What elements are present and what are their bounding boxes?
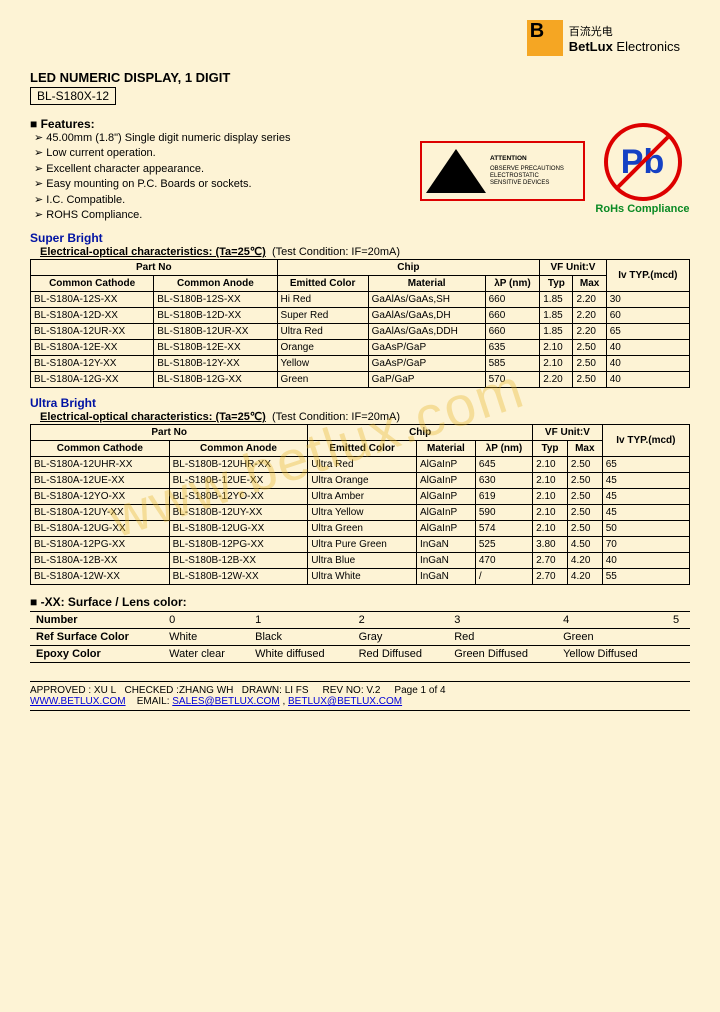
table-row: BL-S180A-12D-XXBL-S180B-12D-XXSuper RedG…: [31, 308, 690, 324]
table-row: BL-S180A-12G-XXBL-S180B-12G-XXGreenGaP/G…: [31, 372, 690, 388]
table-row: BL-S180A-12UHR-XXBL-S180B-12UHR-XXUltra …: [31, 457, 690, 473]
table-row: BL-S180A-12YO-XXBL-S180B-12YO-XXUltra Am…: [31, 489, 690, 505]
esd-triangle-icon: [426, 149, 486, 193]
feature-item: I.C. Compatible.: [34, 193, 410, 208]
sb-characteristics: Electrical-optical characteristics: (Ta=…: [30, 245, 690, 258]
table-row: BL-S180A-12UE-XXBL-S180B-12UE-XXUltra Or…: [31, 473, 690, 489]
table-row: BL-S180A-12S-XXBL-S180B-12S-XXHi RedGaAl…: [31, 292, 690, 308]
feature-item: Easy mounting on P.C. Boards or sockets.: [34, 177, 410, 192]
feature-item: Excellent character appearance.: [34, 162, 410, 177]
section-ultra-bright: Ultra Bright: [30, 396, 690, 410]
feature-item: ROHS Compliance.: [34, 208, 410, 223]
table-row: BL-S180A-12PG-XXBL-S180B-12PG-XXUltra Pu…: [31, 537, 690, 553]
sb-table: Part No Chip VF Unit:V Iv TYP.(mcd) Comm…: [30, 259, 690, 388]
ub-table: Part No Chip VF Unit:V Iv TYP.(mcd) Comm…: [30, 424, 690, 585]
rohs-label: RoHs Compliance: [595, 203, 690, 215]
brand-name: BetLux Electronics: [569, 39, 680, 54]
feature-item: 45.00mm (1.8") Single digit numeric disp…: [34, 131, 410, 146]
table-row: BL-S180A-12W-XXBL-S180B-12W-XXUltra Whit…: [31, 569, 690, 585]
brand-chinese: 百流光电: [569, 23, 680, 39]
part-number: BL-S180X-12: [30, 87, 116, 105]
table-row: BL-S180A-12UG-XXBL-S180B-12UG-XXUltra Gr…: [31, 521, 690, 537]
table-row: BL-S180A-12E-XXBL-S180B-12E-XXOrangeGaAs…: [31, 340, 690, 356]
attention-text: ATTENTION OBSERVE PRECAUTIONS ELECTROSTA…: [490, 155, 564, 187]
site-link[interactable]: WWW.BETLUX.COM: [30, 696, 126, 707]
table-row: BL-S180A-12UR-XXBL-S180B-12UR-XXUltra Re…: [31, 324, 690, 340]
feature-item: Low current operation.: [34, 146, 410, 161]
esd-attention-box: ATTENTION OBSERVE PRECAUTIONS ELECTROSTA…: [420, 141, 585, 201]
page-title: LED NUMERIC DISPLAY, 1 DIGIT: [30, 70, 690, 85]
section-super-bright: Super Bright: [30, 231, 690, 245]
features-block: ■ Features: 45.00mm (1.8") Single digit …: [30, 117, 410, 223]
surface-title: ■ -XX: Surface / Lens color:: [30, 595, 690, 609]
email2-link[interactable]: BETLUX@BETLUX.COM: [288, 696, 402, 707]
logo-icon: B: [527, 20, 563, 56]
footer: APPROVED : XU L CHECKED :ZHANG WH DRAWN:…: [30, 681, 690, 711]
pb-free-icon: Pb: [604, 123, 682, 201]
surface-table: Number012345 Ref Surface ColorWhiteBlack…: [30, 611, 690, 663]
email1-link[interactable]: SALES@BETLUX.COM: [172, 696, 279, 707]
table-row: BL-S180A-12UY-XXBL-S180B-12UY-XXUltra Ye…: [31, 505, 690, 521]
table-row: BL-S180A-12Y-XXBL-S180B-12Y-XXYellowGaAs…: [31, 356, 690, 372]
table-row: BL-S180A-12B-XXBL-S180B-12B-XXUltra Blue…: [31, 553, 690, 569]
rohs-badge: Pb RoHs Compliance: [595, 123, 690, 215]
ub-characteristics: Electrical-optical characteristics: (Ta=…: [30, 410, 690, 423]
features-heading: ■ Features:: [30, 117, 410, 131]
brand-logo: B 百流光电 BetLux Electronics: [527, 20, 680, 56]
